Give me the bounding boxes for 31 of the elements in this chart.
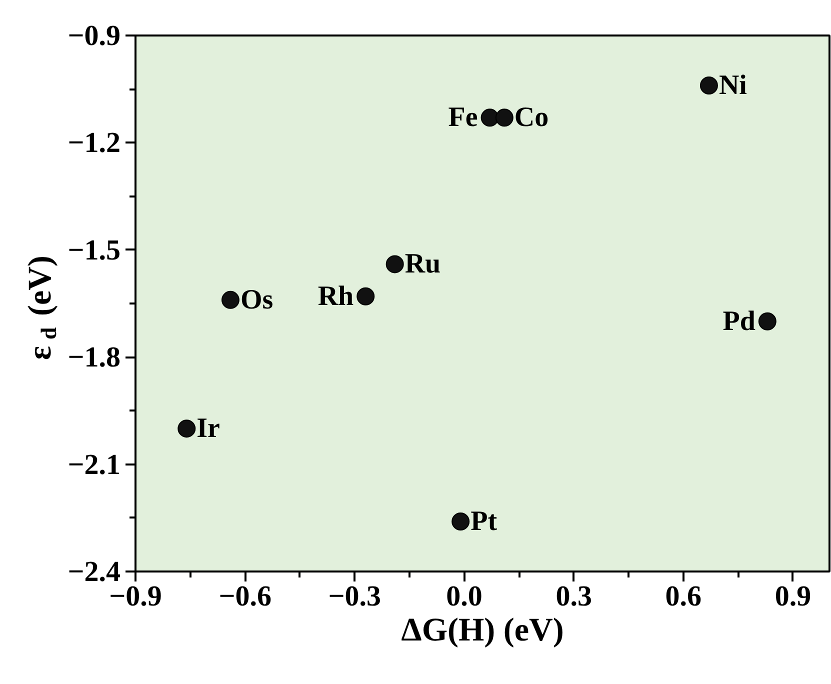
point (178, 420, 196, 438)
y-axis-title: εd (eV) (22, 256, 61, 360)
annotation: Rh (318, 280, 354, 312)
annotation: Pd (722, 306, 756, 337)
point (452, 512, 470, 530)
point (480, 108, 499, 127)
annotation: Ni (718, 70, 748, 102)
x-tick-label: 0.3 (556, 580, 592, 612)
annotation: Pt (470, 506, 498, 537)
x-tick-label: −0.3 (328, 580, 382, 612)
x-axis-title: ΔG(H) (eV) (401, 612, 564, 648)
x-tick-label: 0.9 (774, 580, 812, 612)
annotation: Fe (448, 102, 478, 134)
y-tick-label: −1.2 (68, 127, 121, 160)
annotation: Ru (404, 248, 441, 280)
annotation: Co (514, 102, 549, 134)
y-tick-label: −1.5 (68, 234, 121, 266)
x-tick-label: 0.6 (665, 580, 702, 612)
x-tick-label: 0.0 (446, 580, 482, 612)
annotation: Os (240, 284, 274, 316)
x-tick-label: −0.6 (218, 580, 272, 612)
point (221, 290, 240, 309)
y-tick-label: −2.1 (68, 448, 121, 481)
annotation: Ir (196, 413, 220, 444)
y-tick-label: −0.9 (68, 20, 121, 52)
point (386, 255, 404, 274)
point (495, 108, 514, 127)
point (700, 76, 718, 95)
y-tick-label: −1.8 (68, 342, 121, 374)
point (356, 287, 375, 306)
point (758, 312, 776, 330)
